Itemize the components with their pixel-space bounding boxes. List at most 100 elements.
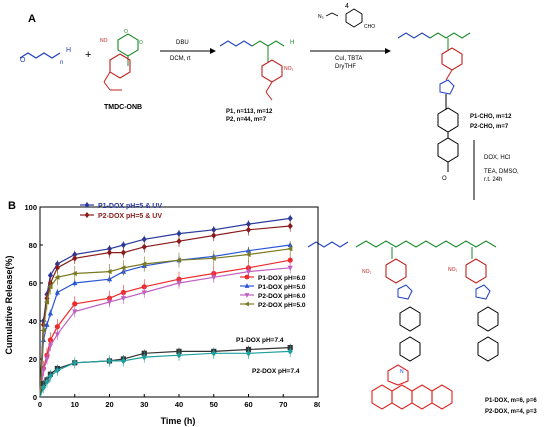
data-point bbox=[141, 284, 147, 290]
data-point bbox=[245, 251, 251, 258]
doxorubicin-structure bbox=[371, 364, 453, 410]
svg-text:O: O bbox=[442, 176, 447, 182]
data-point bbox=[141, 243, 147, 251]
x-tick-label: 40 bbox=[175, 400, 183, 409]
data-point bbox=[176, 280, 182, 287]
data-point bbox=[287, 246, 293, 252]
data-point bbox=[72, 255, 78, 262]
reagent-number: 4 bbox=[345, 3, 349, 10]
data-point bbox=[210, 255, 216, 261]
svg-text:CHO: CHO bbox=[364, 24, 375, 30]
y-tick-label: 40 bbox=[29, 317, 37, 326]
inline-label-p1-ph74: P1-DOX pH=7.4 bbox=[236, 337, 284, 344]
data-point bbox=[175, 257, 182, 263]
data-point bbox=[47, 343, 54, 349]
data-point bbox=[44, 356, 50, 363]
data-point bbox=[54, 289, 60, 295]
y-tick-label: 100 bbox=[24, 203, 37, 212]
svg-text:O: O bbox=[139, 40, 143, 46]
panel-a-label: A bbox=[28, 13, 36, 25]
legend-label: P2-DOX pH=5.0 bbox=[258, 302, 306, 309]
x-tick-label: 30 bbox=[140, 400, 148, 409]
x-tick-label: 80 bbox=[314, 400, 320, 409]
data-point bbox=[54, 367, 60, 374]
x-tick-label: 60 bbox=[244, 400, 252, 409]
x-tick-label: 10 bbox=[71, 400, 79, 409]
svg-text:n: n bbox=[60, 60, 63, 66]
synthesis-scheme: A O H n + O O NO TMDC-ONB DBU DCM, rt H … bbox=[19, 3, 519, 200]
y-tick-label: 20 bbox=[29, 355, 37, 364]
data-point bbox=[176, 238, 182, 245]
data-point bbox=[244, 293, 250, 298]
aldehyde-label-1: P1-CHO, m=12 bbox=[470, 114, 512, 120]
data-point bbox=[47, 272, 54, 279]
data-point bbox=[245, 350, 252, 357]
conditions-3b: TEA, DMSO, bbox=[484, 169, 519, 175]
conditions-2a: CuI, TBTA bbox=[335, 56, 362, 62]
y-tick-label: 0 bbox=[33, 393, 37, 402]
polymer-label-1: P1, n=113, m=12 bbox=[226, 109, 273, 115]
azide-reagent: N₃ CHO bbox=[318, 8, 375, 30]
data-point bbox=[54, 264, 60, 271]
y-tick-label: 80 bbox=[29, 241, 37, 250]
panel-b-label: B bbox=[8, 200, 16, 212]
aldehyde-label-2: P2-CHO, m=7 bbox=[470, 124, 509, 130]
svg-text:N: N bbox=[400, 369, 404, 375]
data-point bbox=[40, 327, 46, 334]
data-point bbox=[106, 299, 113, 306]
series-line bbox=[39, 267, 291, 398]
data-point bbox=[106, 357, 113, 365]
data-point bbox=[106, 249, 113, 256]
x-tick-label: 50 bbox=[210, 400, 218, 409]
data-point bbox=[40, 384, 47, 391]
data-point bbox=[120, 265, 126, 271]
data-point bbox=[54, 332, 60, 338]
data-point bbox=[120, 357, 126, 365]
data-point bbox=[72, 279, 78, 286]
series-8 bbox=[39, 345, 293, 398]
dox-product-structure: NO₂ NO₂ N P1-DOX, m=6, p=6 P2-DOX, m=4, … bbox=[307, 240, 537, 415]
polymer-structure: H NO₂ bbox=[219, 40, 294, 101]
polymer-label-2: P2, n=44, m=7 bbox=[226, 117, 267, 123]
data-point bbox=[141, 290, 147, 296]
series-line bbox=[39, 259, 291, 398]
data-point bbox=[71, 270, 77, 277]
data-point bbox=[72, 301, 78, 307]
data-point bbox=[287, 215, 293, 222]
data-point bbox=[47, 310, 54, 316]
data-point bbox=[40, 368, 47, 374]
data-point bbox=[245, 226, 252, 233]
data-point bbox=[43, 299, 50, 305]
data-point bbox=[244, 274, 250, 280]
dox-product-label-2: P2-DOX, m=4, p=3 bbox=[485, 409, 537, 415]
svg-text:H: H bbox=[290, 40, 294, 46]
conditions-2b: DryTHF bbox=[335, 64, 356, 70]
data-point bbox=[287, 257, 293, 263]
tmdc-onb-structure: O O NO bbox=[100, 29, 143, 91]
svg-text:NO: NO bbox=[100, 38, 108, 44]
data-point bbox=[245, 220, 252, 228]
data-point bbox=[211, 275, 217, 281]
svg-text:O: O bbox=[20, 57, 26, 64]
x-axis-label: Time (h) bbox=[161, 416, 196, 426]
data-point bbox=[72, 309, 78, 315]
aldehyde-polymer-structure: O bbox=[397, 32, 471, 182]
x-tick-label: 70 bbox=[279, 400, 287, 409]
data-point bbox=[287, 265, 293, 271]
inline-label-p2-ph74: P2-DOX pH=7.4 bbox=[252, 368, 300, 375]
data-point bbox=[211, 232, 217, 239]
data-point bbox=[287, 348, 293, 355]
dox-product-label-1: P1-DOX, m=6, p=6 bbox=[485, 398, 537, 404]
data-point bbox=[287, 222, 293, 230]
x-tick-label: 0 bbox=[38, 400, 42, 409]
data-point bbox=[54, 274, 60, 280]
data-point bbox=[47, 372, 54, 380]
y-axis-label: Cumulative Release(%) bbox=[4, 255, 14, 354]
svg-text:NO₂: NO₂ bbox=[362, 269, 372, 275]
series-3 bbox=[39, 252, 293, 398]
svg-text:NO₂: NO₂ bbox=[284, 66, 294, 72]
data-point bbox=[106, 269, 112, 275]
data-point bbox=[244, 283, 250, 288]
svg-text:NO₂: NO₂ bbox=[448, 267, 458, 273]
data-point bbox=[44, 321, 50, 327]
